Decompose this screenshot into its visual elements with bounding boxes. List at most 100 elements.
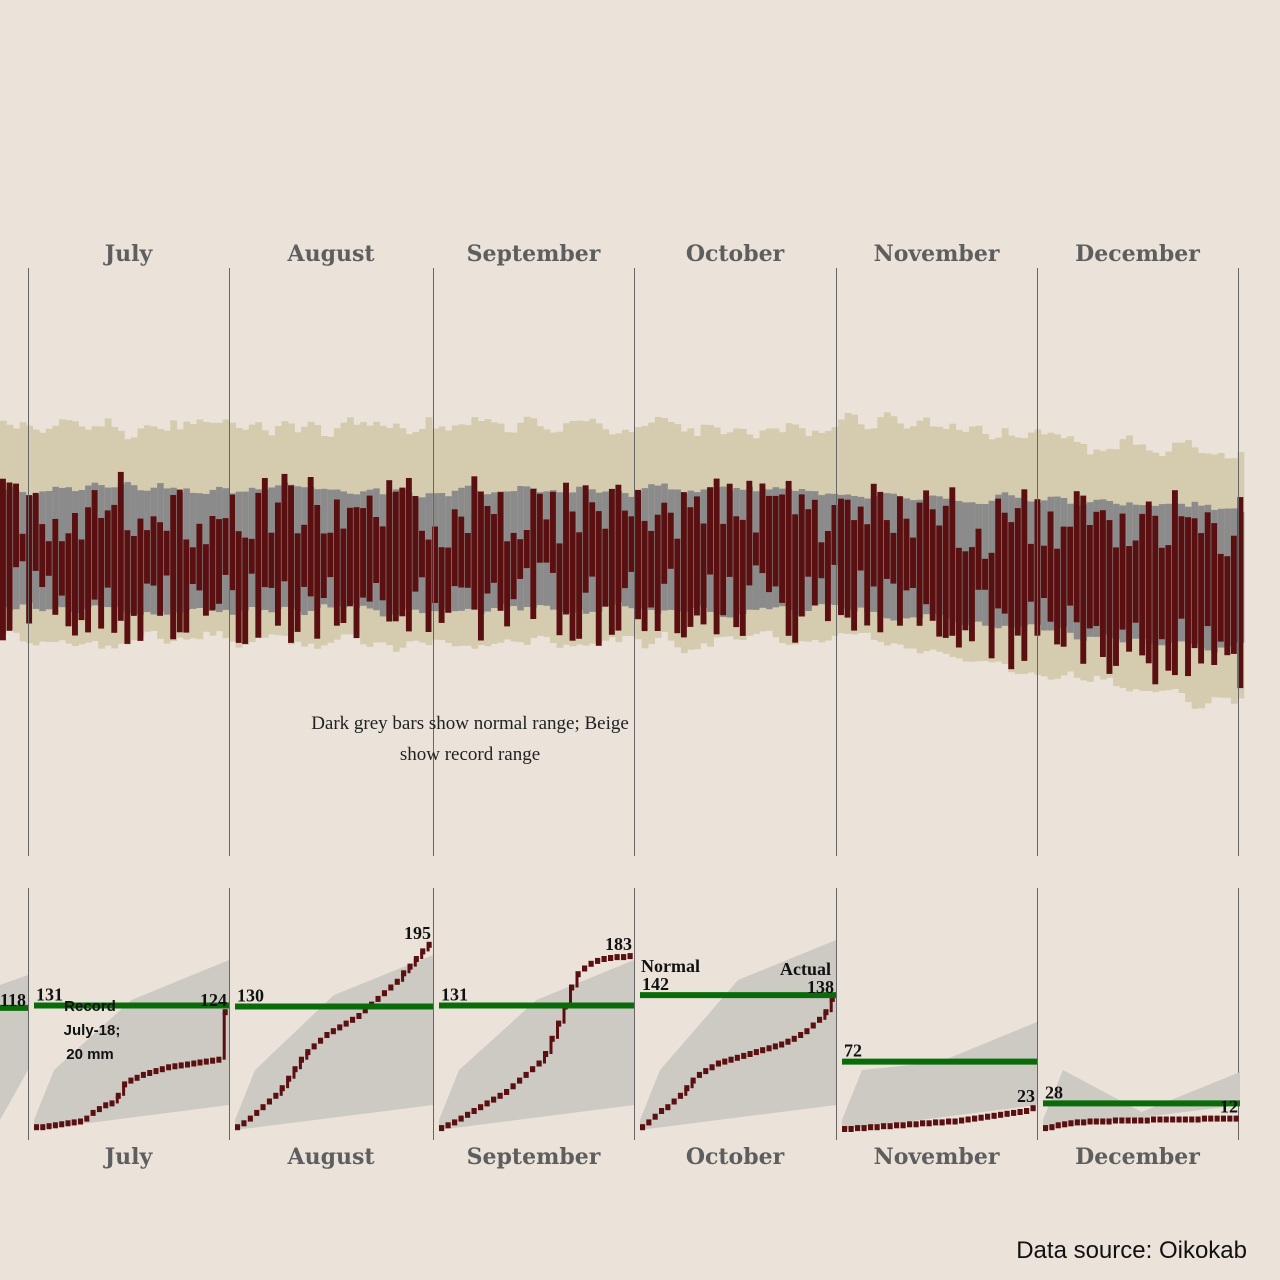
precip-day-mark bbox=[153, 1068, 159, 1075]
actual-range-bar bbox=[530, 488, 537, 619]
actual-range-bar bbox=[26, 495, 33, 624]
actual-range-bar bbox=[543, 519, 550, 563]
precip-day-mark bbox=[504, 1089, 510, 1095]
actual-range-bar bbox=[700, 523, 707, 625]
actual-range-bar bbox=[340, 528, 347, 623]
actual-range-bar bbox=[622, 510, 628, 589]
actual-range-bar bbox=[739, 519, 746, 636]
precip-day-mark bbox=[920, 1120, 926, 1127]
precip-day-mark bbox=[722, 1058, 728, 1065]
precip-actual-value: 23 bbox=[1017, 1086, 1035, 1106]
precip-day-mark bbox=[1189, 1116, 1195, 1123]
actual-range-bar bbox=[39, 524, 46, 587]
precip-day-mark bbox=[760, 1047, 766, 1054]
precip-record-band bbox=[34, 960, 229, 1130]
actual-range-bar bbox=[333, 499, 340, 626]
actual-range-bar bbox=[595, 511, 602, 646]
precip-day-mark bbox=[913, 1121, 919, 1128]
actual-range-bar bbox=[962, 551, 969, 631]
precip-day-mark bbox=[1024, 1108, 1030, 1114]
actual-range-bar bbox=[373, 517, 380, 583]
month-labels-bottom: July August September October November Decemb… bbox=[103, 1144, 1201, 1170]
precip-day-mark bbox=[350, 1016, 356, 1023]
precip-day-mark bbox=[848, 1126, 854, 1132]
actual-range-bar bbox=[268, 532, 275, 588]
precip-day-mark bbox=[536, 1060, 542, 1067]
precip-day-mark bbox=[1138, 1117, 1144, 1124]
actual-range-bar bbox=[0, 478, 6, 641]
actual-range-bar bbox=[314, 505, 321, 639]
actual-range-bar bbox=[98, 518, 105, 629]
precip-day-mark bbox=[1093, 1118, 1099, 1125]
precip-day-mark bbox=[241, 1120, 247, 1127]
actual-range-bar bbox=[157, 522, 164, 616]
precip-actual-value: 12 bbox=[1220, 1097, 1238, 1117]
month-label-october: October bbox=[686, 241, 785, 267]
actual-range-bar bbox=[1093, 511, 1100, 626]
actual-range-bar bbox=[1060, 526, 1067, 647]
precip-day-mark bbox=[1125, 1117, 1131, 1124]
actual-range-bar bbox=[255, 492, 262, 638]
precip-day-mark bbox=[1157, 1116, 1163, 1123]
precip-step bbox=[562, 1006, 566, 1024]
actual-range-bar bbox=[811, 499, 818, 606]
precip-actual-value: 183 bbox=[605, 934, 632, 954]
legend-note-line-2: show record range bbox=[400, 744, 540, 765]
actual-range-bar bbox=[988, 552, 995, 659]
precip-step bbox=[575, 974, 579, 988]
precip-day-mark bbox=[311, 1043, 317, 1050]
precip-day-mark bbox=[1119, 1117, 1125, 1124]
precip-day-mark bbox=[362, 1007, 368, 1014]
actual-range-bar bbox=[104, 510, 111, 588]
actual-range-bar bbox=[694, 496, 700, 616]
precip-day-mark bbox=[337, 1024, 343, 1031]
actual-range-bar bbox=[720, 523, 727, 616]
actual-range-bar bbox=[497, 492, 504, 611]
precip-day-mark bbox=[1132, 1117, 1138, 1124]
precip-day-mark bbox=[959, 1117, 965, 1124]
precip-normal-value: 131 bbox=[36, 985, 63, 1005]
actual-range-bar bbox=[347, 507, 353, 607]
actual-range-bar bbox=[19, 533, 26, 562]
precip-day-mark bbox=[1017, 1109, 1023, 1115]
actual-range-bar bbox=[124, 530, 131, 644]
precip-day-mark bbox=[1220, 1115, 1226, 1122]
actual-range-bar bbox=[117, 471, 124, 621]
precip-day-mark bbox=[484, 1100, 490, 1107]
precip-step bbox=[305, 1052, 309, 1060]
precipitation-panels: 118 131 124 130 195 131 183 142 138 72 23 28 12 Recor… bbox=[0, 923, 1240, 1132]
actual-range-bar bbox=[1230, 535, 1237, 654]
precip-actual-value: 118 bbox=[0, 990, 26, 1010]
precip-day-mark bbox=[128, 1077, 134, 1084]
precip-day-mark bbox=[715, 1060, 721, 1067]
actual-range-bar bbox=[1001, 512, 1008, 614]
precip-day-mark bbox=[254, 1109, 260, 1116]
actual-range-bar bbox=[1165, 545, 1172, 671]
actual-range-bar bbox=[1027, 543, 1034, 602]
actual-range-bar bbox=[353, 507, 360, 639]
precip-panel-july: 131 124 bbox=[34, 960, 229, 1131]
actual-range-bar bbox=[864, 524, 871, 626]
actual-range-bar bbox=[242, 537, 249, 644]
precip-day-mark bbox=[203, 1058, 209, 1065]
actual-range-bar bbox=[405, 478, 412, 632]
actual-range-bar bbox=[1014, 508, 1021, 636]
month-label-september: September bbox=[467, 241, 601, 267]
actual-range-bar bbox=[320, 533, 327, 598]
actual-range-bar bbox=[1021, 489, 1028, 661]
precip-step bbox=[286, 1078, 290, 1089]
actual-range-bar bbox=[1119, 513, 1126, 630]
precip-day-mark bbox=[861, 1125, 867, 1132]
actual-range-bar bbox=[196, 523, 203, 591]
precip-day-mark bbox=[191, 1060, 197, 1067]
actual-range-bar bbox=[1158, 547, 1165, 640]
actual-range-bar bbox=[1185, 517, 1191, 677]
actual-range-bar bbox=[307, 477, 314, 597]
precip-day-mark bbox=[497, 1092, 503, 1099]
precip-day-mark bbox=[1004, 1110, 1010, 1117]
precip-day-mark bbox=[381, 990, 387, 997]
actual-range-bar bbox=[144, 530, 150, 584]
actual-range-bar bbox=[805, 509, 812, 577]
actual-range-bar bbox=[229, 494, 236, 591]
month-label-september: September bbox=[467, 1144, 601, 1170]
